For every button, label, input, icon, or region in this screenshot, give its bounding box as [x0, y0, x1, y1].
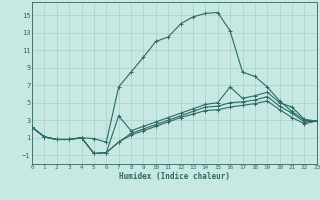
X-axis label: Humidex (Indice chaleur): Humidex (Indice chaleur) [119, 172, 230, 181]
